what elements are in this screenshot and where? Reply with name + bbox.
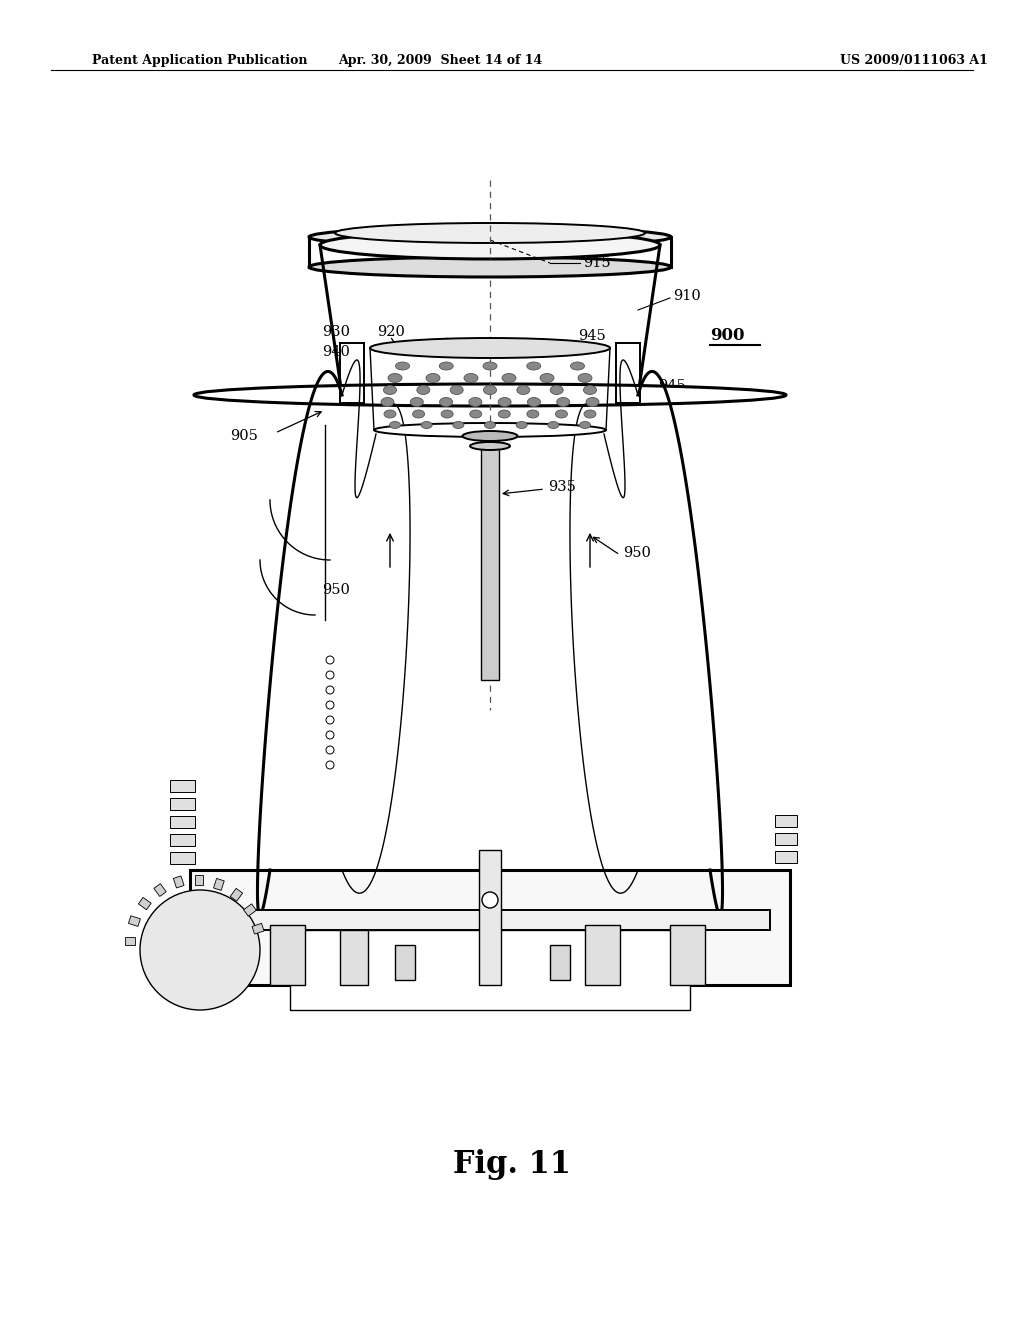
- Text: Fig. 11: Fig. 11: [453, 1148, 571, 1180]
- Bar: [775, 814, 797, 828]
- Ellipse shape: [580, 421, 591, 429]
- Text: 920: 920: [377, 325, 406, 339]
- Ellipse shape: [370, 338, 610, 358]
- Bar: [195, 875, 203, 884]
- Ellipse shape: [470, 411, 481, 418]
- Ellipse shape: [499, 411, 510, 418]
- Ellipse shape: [484, 421, 496, 429]
- Bar: [170, 851, 195, 865]
- Bar: [214, 878, 224, 891]
- Ellipse shape: [389, 421, 400, 429]
- Ellipse shape: [526, 362, 541, 370]
- Ellipse shape: [309, 227, 671, 247]
- Text: 930: 930: [322, 325, 350, 339]
- Bar: [170, 799, 195, 810]
- Bar: [775, 851, 797, 863]
- Bar: [340, 931, 368, 985]
- Ellipse shape: [335, 223, 645, 243]
- Circle shape: [140, 890, 260, 1010]
- Ellipse shape: [586, 397, 599, 407]
- Ellipse shape: [451, 385, 463, 395]
- Ellipse shape: [395, 362, 410, 370]
- Ellipse shape: [584, 411, 596, 418]
- Ellipse shape: [426, 374, 440, 383]
- Text: 940: 940: [323, 345, 350, 359]
- Bar: [252, 924, 264, 935]
- Ellipse shape: [374, 422, 606, 437]
- Text: 910: 910: [673, 289, 700, 304]
- Ellipse shape: [578, 374, 592, 383]
- Ellipse shape: [555, 411, 567, 418]
- Ellipse shape: [527, 411, 539, 418]
- Ellipse shape: [540, 374, 554, 383]
- Ellipse shape: [439, 397, 453, 407]
- Text: 945: 945: [578, 329, 606, 343]
- Bar: [170, 780, 195, 792]
- Text: 950: 950: [623, 546, 651, 560]
- Bar: [244, 904, 256, 916]
- Bar: [128, 916, 140, 927]
- Bar: [173, 876, 184, 888]
- Ellipse shape: [483, 362, 497, 370]
- Text: 935: 935: [548, 480, 575, 494]
- Bar: [154, 883, 166, 896]
- Text: 900: 900: [710, 326, 744, 343]
- Ellipse shape: [388, 374, 402, 383]
- Text: 915: 915: [583, 256, 610, 271]
- Ellipse shape: [439, 362, 454, 370]
- Ellipse shape: [502, 374, 516, 383]
- Ellipse shape: [527, 397, 541, 407]
- Ellipse shape: [421, 421, 432, 429]
- Ellipse shape: [517, 385, 529, 395]
- Text: 905: 905: [230, 429, 258, 444]
- Ellipse shape: [483, 385, 497, 395]
- Ellipse shape: [548, 421, 559, 429]
- Ellipse shape: [384, 411, 396, 418]
- Bar: [170, 834, 195, 846]
- Bar: [585, 925, 620, 985]
- Ellipse shape: [411, 397, 423, 407]
- Bar: [210, 909, 770, 931]
- Ellipse shape: [417, 385, 430, 395]
- Bar: [479, 850, 501, 985]
- Bar: [775, 833, 797, 845]
- Ellipse shape: [470, 442, 510, 450]
- Ellipse shape: [453, 421, 464, 429]
- Ellipse shape: [309, 257, 671, 277]
- Bar: [190, 870, 790, 985]
- Ellipse shape: [413, 411, 425, 418]
- Text: US 2009/0111063 A1: US 2009/0111063 A1: [840, 54, 987, 66]
- Ellipse shape: [584, 385, 597, 395]
- Ellipse shape: [516, 421, 527, 429]
- Bar: [125, 937, 135, 945]
- Ellipse shape: [319, 231, 660, 259]
- Text: 945: 945: [658, 379, 686, 393]
- Ellipse shape: [570, 362, 585, 370]
- Ellipse shape: [464, 374, 478, 383]
- Ellipse shape: [441, 411, 454, 418]
- Circle shape: [482, 892, 498, 908]
- Bar: [290, 931, 690, 1010]
- Bar: [230, 888, 243, 902]
- Ellipse shape: [381, 397, 394, 407]
- Bar: [550, 945, 570, 979]
- Ellipse shape: [463, 432, 517, 441]
- Text: Patent Application Publication: Patent Application Publication: [92, 54, 307, 66]
- Bar: [138, 898, 152, 909]
- Ellipse shape: [384, 385, 396, 395]
- Bar: [481, 434, 499, 680]
- Bar: [670, 925, 705, 985]
- Bar: [270, 925, 305, 985]
- Ellipse shape: [469, 397, 482, 407]
- Bar: [170, 816, 195, 828]
- Ellipse shape: [550, 385, 563, 395]
- Ellipse shape: [194, 384, 786, 407]
- Ellipse shape: [498, 397, 511, 407]
- Bar: [395, 945, 415, 979]
- Text: 950: 950: [323, 583, 350, 597]
- Ellipse shape: [557, 397, 569, 407]
- Text: Apr. 30, 2009  Sheet 14 of 14: Apr. 30, 2009 Sheet 14 of 14: [338, 54, 543, 66]
